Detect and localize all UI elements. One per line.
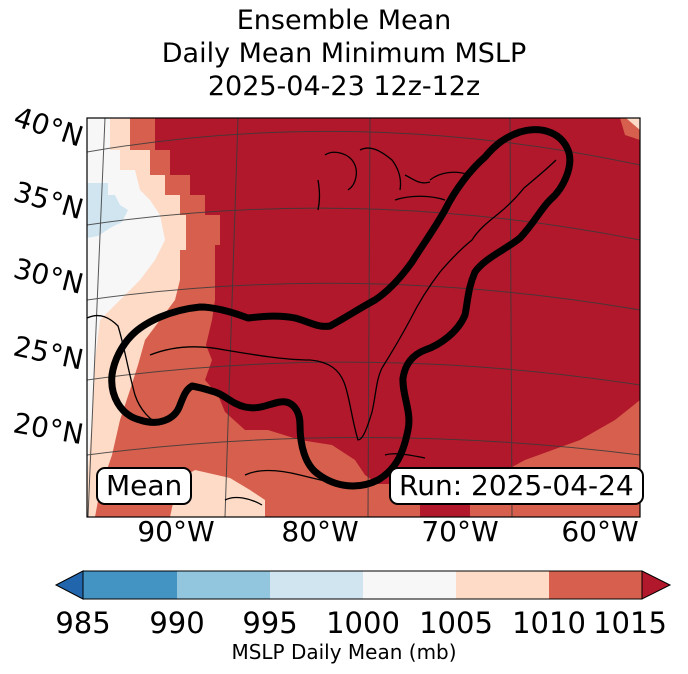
colorbar-label: MSLP Daily Mean (mb) — [231, 640, 457, 664]
colorbar-bin-1010-1015 — [549, 571, 642, 599]
colorbar-bin-985-990 — [83, 571, 177, 599]
colorbar-bin-1005-1010 — [456, 571, 549, 599]
field-995-1000 — [87, 183, 128, 238]
lat-label-20: 20°N — [11, 406, 86, 451]
colorbar-extend-low — [54, 570, 84, 600]
title-line-2: Daily Mean Minimum MSLP — [161, 38, 527, 69]
lat-label-40: 40°N — [10, 100, 87, 153]
coast-gulf-florida — [149, 346, 383, 441]
colorbar-bin-995-1000 — [270, 571, 363, 599]
run-label-box: Run: 2025-04-24 — [389, 467, 644, 505]
colorbar-tick-995: 995 — [242, 606, 298, 640]
colorbar-tick-1015: 1015 — [593, 606, 667, 640]
lon-label-60: 60°W — [561, 515, 638, 548]
mslp-contour — [108, 126, 574, 490]
map-panel — [87, 118, 640, 517]
lon-label-90: 90°W — [137, 515, 214, 548]
lat-label-25: 25°N — [11, 330, 87, 377]
colorbar-bin-1000-1005 — [363, 571, 456, 599]
lon-label-70: 70°W — [421, 515, 498, 548]
colorbar-tick-1005: 1005 — [419, 606, 493, 640]
colorbar-tick-1010: 1010 — [512, 606, 586, 640]
lat-label-30: 30°N — [10, 252, 86, 301]
mean-label-box: Mean — [96, 467, 193, 505]
colorbar-frame — [82, 570, 643, 600]
lon-label-80: 80°W — [281, 515, 358, 548]
map-frame — [86, 117, 641, 518]
field-1005-1010-corner — [626, 118, 640, 130]
title-line-1: Ensemble Mean — [236, 5, 452, 36]
colorbar-tick-990: 990 — [149, 606, 205, 640]
graticule — [87, 118, 640, 517]
coast-atlantic — [381, 159, 557, 369]
colorbar — [54, 570, 672, 600]
colorbar-bin-990-995 — [177, 571, 270, 599]
coast-great-lakes — [317, 147, 471, 211]
lat-label-35: 35°N — [10, 175, 87, 226]
title-line-3: 2025-04-23 12z-12z — [207, 71, 481, 102]
colorbar-tick-1000: 1000 — [326, 606, 400, 640]
field-1005-1010-south — [170, 470, 265, 517]
coast-mexico-gulf — [87, 314, 161, 426]
colorbar-tick-985: 985 — [55, 606, 111, 640]
colorbar-extend-high — [641, 570, 672, 600]
